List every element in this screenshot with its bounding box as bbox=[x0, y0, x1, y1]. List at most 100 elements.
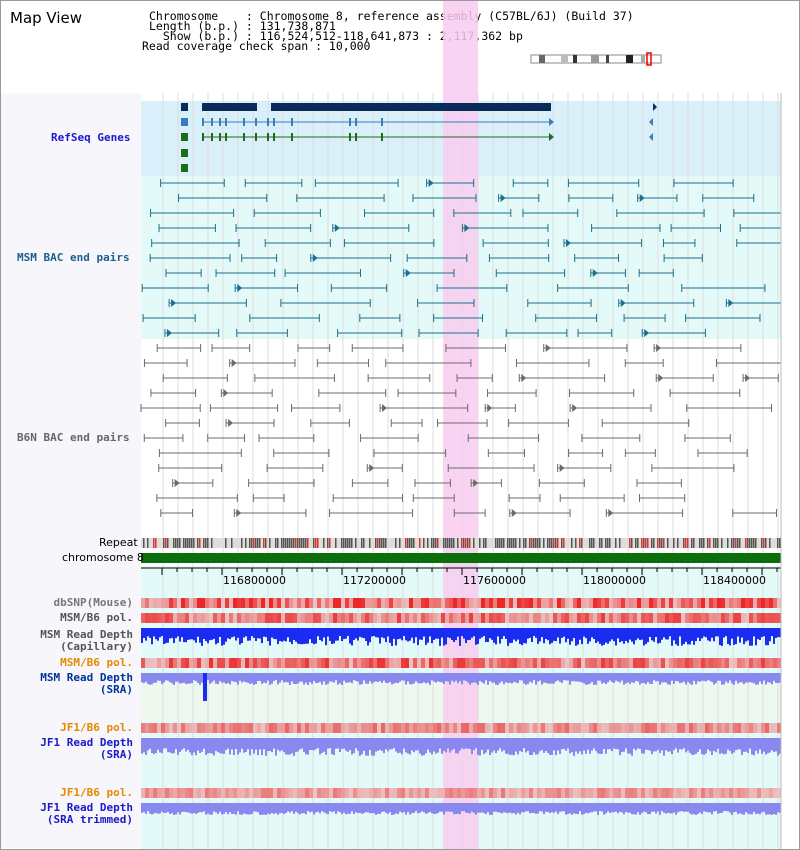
depth-bar bbox=[559, 628, 561, 644]
heatmap-cell bbox=[609, 723, 613, 733]
heatmap-cell bbox=[569, 598, 573, 608]
depth-bar bbox=[531, 673, 533, 683]
depth-bar bbox=[143, 673, 145, 684]
depth-bar bbox=[197, 738, 199, 751]
heatmap-cell bbox=[473, 658, 477, 668]
depth-bar bbox=[757, 738, 759, 754]
heatmap-cell bbox=[777, 613, 781, 623]
depth-bar bbox=[443, 673, 445, 684]
depth-bar bbox=[277, 738, 279, 750]
heatmap-cell bbox=[293, 658, 297, 668]
heatmap-cell bbox=[673, 613, 677, 623]
repeat-mark bbox=[419, 538, 421, 548]
depth-bar bbox=[573, 673, 575, 682]
depth-bar bbox=[385, 738, 387, 750]
label-refseq-genes[interactable]: RefSeq Genes bbox=[51, 131, 131, 144]
heatmap-cell bbox=[613, 613, 617, 623]
depth-bar bbox=[197, 673, 199, 684]
heatmap-cell bbox=[461, 723, 465, 733]
depth-bar bbox=[639, 673, 641, 685]
repeat-mark bbox=[447, 538, 449, 548]
heatmap-cell bbox=[465, 613, 469, 623]
depth-bar bbox=[191, 803, 193, 814]
label-msm-bac[interactable]: MSM BAC end pairs bbox=[17, 251, 130, 264]
depth-bar bbox=[535, 803, 537, 814]
heatmap-cell bbox=[669, 658, 673, 668]
depth-bar bbox=[161, 803, 163, 812]
depth-bar bbox=[279, 738, 281, 752]
depth-bar bbox=[413, 628, 415, 644]
heatmap-cell bbox=[753, 598, 757, 608]
depth-bar bbox=[265, 673, 267, 684]
depth-bar bbox=[635, 673, 637, 681]
heatmap-cell bbox=[749, 598, 753, 608]
depth-bar bbox=[215, 738, 217, 751]
heatmap-cell bbox=[541, 658, 545, 668]
depth-bar bbox=[501, 803, 503, 814]
heatmap-cell bbox=[609, 658, 613, 668]
heatmap-cell bbox=[209, 723, 213, 733]
heatmap-cell bbox=[585, 598, 589, 608]
depth-bar bbox=[689, 803, 691, 814]
depth-bar bbox=[419, 803, 421, 813]
depth-bar bbox=[753, 738, 755, 756]
depth-bar bbox=[567, 738, 569, 749]
depth-bar bbox=[205, 803, 207, 815]
repeat-mark bbox=[739, 538, 741, 548]
depth-bar bbox=[397, 738, 399, 754]
heatmap-cell bbox=[625, 613, 629, 623]
depth-bar bbox=[237, 628, 239, 638]
heatmap-cell bbox=[169, 658, 173, 668]
depth-bar bbox=[647, 738, 649, 751]
repeat-mark bbox=[645, 538, 647, 548]
heatmap-cell bbox=[245, 613, 249, 623]
depth-bar bbox=[267, 673, 269, 681]
heatmap-cell bbox=[313, 788, 317, 798]
depth-bar bbox=[737, 738, 739, 750]
heatmap-cell bbox=[665, 658, 669, 668]
heatmap-cell bbox=[225, 598, 229, 608]
heatmap-cell bbox=[297, 658, 301, 668]
heatmap-cell bbox=[477, 598, 481, 608]
depth-bar bbox=[477, 673, 479, 685]
heatmap-cell bbox=[497, 788, 501, 798]
heatmap-cell bbox=[161, 598, 165, 608]
depth-bar bbox=[537, 803, 539, 814]
depth-bar bbox=[379, 673, 381, 682]
depth-bar bbox=[207, 673, 209, 681]
depth-bar bbox=[499, 738, 501, 749]
depth-bar bbox=[159, 628, 161, 638]
depth-bar bbox=[771, 803, 773, 815]
depth-bar bbox=[191, 628, 193, 640]
heatmap-cell bbox=[761, 723, 765, 733]
depth-bar bbox=[143, 628, 145, 638]
depth-bar bbox=[161, 628, 163, 637]
depth-bar bbox=[465, 738, 467, 749]
depth-bar bbox=[273, 803, 275, 814]
depth-bar bbox=[507, 738, 509, 754]
repeat-mark bbox=[589, 538, 591, 548]
heatmap-cell bbox=[309, 658, 313, 668]
repeat-mark bbox=[289, 538, 291, 548]
label-b6n-bac[interactable]: B6N BAC end pairs bbox=[17, 431, 130, 444]
heatmap-cell bbox=[713, 598, 717, 608]
depth-bar bbox=[145, 803, 147, 814]
depth-bar bbox=[719, 738, 721, 754]
depth-bar bbox=[447, 628, 449, 638]
depth-bar bbox=[377, 628, 379, 638]
heatmap-cell bbox=[265, 658, 269, 668]
depth-bar bbox=[489, 803, 491, 815]
repeat-mark bbox=[607, 538, 609, 548]
depth-bar bbox=[295, 738, 297, 753]
depth-bar bbox=[777, 738, 779, 756]
depth-bar bbox=[439, 673, 441, 682]
depth-bar bbox=[223, 673, 225, 683]
heatmap-cell bbox=[353, 723, 357, 733]
heatmap-cell bbox=[301, 723, 305, 733]
depth-bar bbox=[423, 628, 425, 637]
depth-bar bbox=[723, 673, 725, 685]
depth-bar bbox=[607, 628, 609, 644]
depth-bar bbox=[147, 628, 149, 637]
depth-bar bbox=[269, 738, 271, 752]
